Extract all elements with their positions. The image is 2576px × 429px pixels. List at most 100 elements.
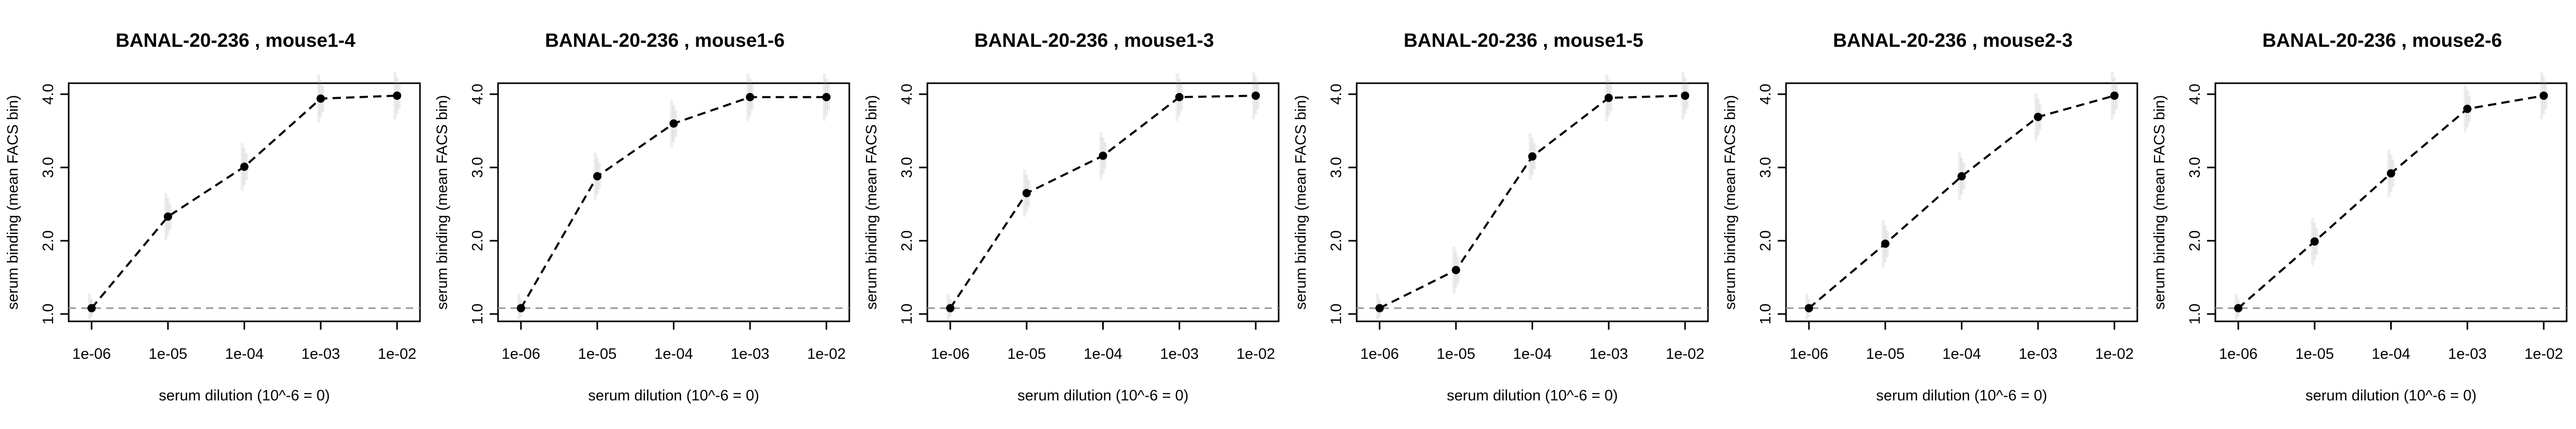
x-tick-label: 1e-05 <box>578 346 617 362</box>
y-tick-label: 3.0 <box>1328 157 1345 178</box>
x-tick-label: 1e-05 <box>1437 346 1475 362</box>
data-point <box>822 93 831 101</box>
x-axis-label: serum dilution (10^-6 = 0) <box>2305 387 2477 404</box>
chart-panel-1: BANAL-20-236 , mouse1-4 1e-06 1e-05 1e-04 1e… <box>5 30 421 404</box>
y-axis-label: serum binding (mean FACS bin) <box>863 95 880 310</box>
data-point <box>1022 189 1031 198</box>
data-point <box>87 304 96 313</box>
data-point <box>2034 112 2043 121</box>
data-point <box>240 162 249 171</box>
series-line <box>91 95 398 309</box>
chart-panel-6: BANAL-20-236 , mouse2-6 1e-06 1e-05 1e-04 1e… <box>2151 30 2568 404</box>
x-tick-label: 1e-05 <box>1866 346 1905 362</box>
x-tick-label: 1e-02 <box>2524 346 2563 362</box>
x-tick-label: 1e-03 <box>2019 346 2057 362</box>
x-axis-label: serum dilution (10^-6 = 0) <box>159 387 330 404</box>
y-tick-label: 4.0 <box>1328 84 1345 105</box>
y-tick-label: 2.0 <box>2187 230 2203 251</box>
x-tick-label: 1e-04 <box>1513 346 1551 362</box>
y-tick-label: 2.0 <box>40 230 57 251</box>
plot-frame <box>926 82 1280 322</box>
data-point <box>1451 266 1460 275</box>
data-point <box>669 119 678 128</box>
y-tick-label: 4.0 <box>899 84 915 105</box>
x-tick-label: 1e-06 <box>502 346 540 362</box>
x-tick-label: 1e-03 <box>301 346 340 362</box>
y-axis-label: serum binding (mean FACS bin) <box>434 95 451 310</box>
x-tick-label: 1e-03 <box>2448 346 2486 362</box>
y-tick-label: 1.0 <box>899 304 915 324</box>
x-tick-label: 1e-06 <box>72 346 111 362</box>
x-tick-label: 1e-04 <box>225 346 263 362</box>
x-tick-label: 1e-04 <box>1083 346 1122 362</box>
x-tick-label: 1e-04 <box>1942 346 1981 362</box>
chart-panel-5: BANAL-20-236 , mouse2-3 1e-06 1e-05 1e-04 1e… <box>1722 30 2138 404</box>
data-point <box>593 172 602 180</box>
data-point <box>2234 304 2242 313</box>
data-point <box>746 93 755 101</box>
y-tick-label: 1.0 <box>1328 304 1345 324</box>
chart-title: BANAL-20-236 , mouse2-6 <box>2262 30 2502 51</box>
y-tick-label: 1.0 <box>469 304 486 324</box>
chart-title: BANAL-20-236 , mouse1-6 <box>545 30 785 51</box>
y-tick-label: 2.0 <box>1328 230 1345 251</box>
data-point <box>1175 93 1184 101</box>
data-point <box>1528 152 1537 161</box>
data-point <box>946 304 954 313</box>
plot-frame <box>1356 82 1709 322</box>
plot-frame <box>68 82 421 322</box>
y-axis-label: serum binding (mean FACS bin) <box>5 95 21 310</box>
series-line <box>1379 95 1686 309</box>
chart-panel-3: BANAL-20-236 , mouse1-3 1e-06 1e-05 1e-04 1e… <box>863 30 1280 404</box>
data-point <box>2110 91 2119 100</box>
y-axis-label: serum binding (mean FACS bin) <box>1293 95 1309 310</box>
x-tick-label: 1e-02 <box>807 346 846 362</box>
data-point <box>1681 91 1689 100</box>
data-point <box>393 91 401 100</box>
y-tick-label: 2.0 <box>1757 230 1774 251</box>
x-tick-label: 1e-02 <box>378 346 416 362</box>
y-tick-label: 1.0 <box>40 304 57 324</box>
chart-title: BANAL-20-236 , mouse1-3 <box>974 30 1214 51</box>
data-point <box>316 94 325 103</box>
data-point <box>517 304 525 313</box>
series-line <box>2237 95 2544 309</box>
x-tick-label: 1e-06 <box>2219 346 2258 362</box>
y-tick-label: 4.0 <box>469 84 486 105</box>
y-tick-label: 1.0 <box>1757 304 1774 324</box>
x-tick-label: 1e-02 <box>1666 346 1704 362</box>
data-point <box>163 212 172 221</box>
x-axis-label: serum dilution (10^-6 = 0) <box>1876 387 2047 404</box>
y-tick-label: 4.0 <box>40 84 57 105</box>
data-point <box>1881 239 1890 248</box>
x-tick-label: 1e-04 <box>2371 346 2410 362</box>
y-tick-label: 3.0 <box>1757 157 1774 178</box>
data-point <box>2387 169 2395 178</box>
plot-frame <box>2214 82 2568 322</box>
data-point <box>1099 151 1107 160</box>
x-tick-label: 1e-04 <box>654 346 693 362</box>
y-axis-label: serum binding (mean FACS bin) <box>2151 95 2168 310</box>
x-tick-label: 1e-03 <box>1589 346 1628 362</box>
chart-panel-2: BANAL-20-236 , mouse1-6 1e-06 1e-05 1e-04 1e… <box>434 30 850 404</box>
y-axis-label: serum binding (mean FACS bin) <box>1722 95 1739 310</box>
y-tick-label: 4.0 <box>2187 84 2203 105</box>
x-tick-label: 1e-05 <box>2296 346 2334 362</box>
data-point <box>1252 91 1260 100</box>
chart-title: BANAL-20-236 , mouse2-3 <box>1833 30 2073 51</box>
x-tick-label: 1e-03 <box>731 346 769 362</box>
data-point <box>1375 304 1384 313</box>
x-tick-label: 1e-06 <box>1790 346 1828 362</box>
data-point <box>2310 237 2319 246</box>
y-tick-label: 3.0 <box>40 157 57 178</box>
x-axis-label: serum dilution (10^-6 = 0) <box>1017 387 1189 404</box>
y-tick-label: 4.0 <box>1757 84 1774 105</box>
chart-title: BANAL-20-236 , mouse1-4 <box>116 30 355 51</box>
data-point <box>2463 105 2472 113</box>
plot-frame <box>1785 82 2138 322</box>
data-point <box>1957 172 1966 180</box>
data-point <box>1604 94 1613 102</box>
chart-title: BANAL-20-236 , mouse1-5 <box>1404 30 1643 51</box>
x-axis-label: serum dilution (10^-6 = 0) <box>1447 387 1618 404</box>
